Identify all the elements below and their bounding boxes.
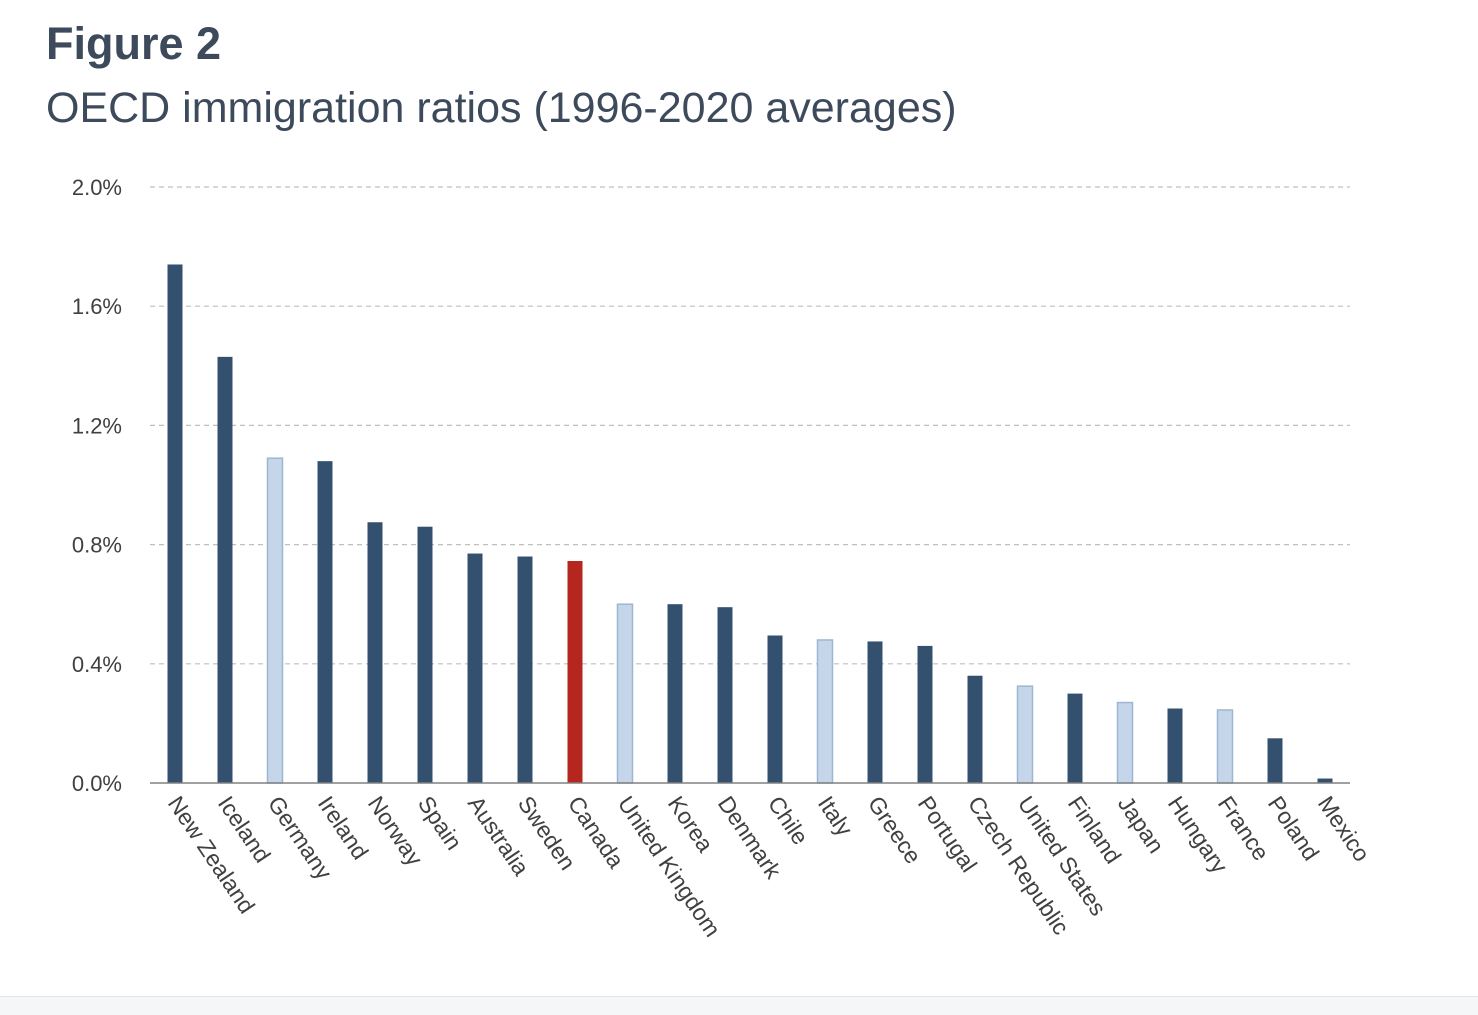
bar [167,264,183,784]
x-axis-ticks: New ZealandIcelandGermanyIrelandNorwaySp… [163,791,1375,941]
footer-strip [0,996,1478,1015]
bar [767,635,783,783]
bar [417,526,433,783]
bar [867,641,883,783]
figure-label: Figure 2 [46,18,222,69]
bar [1216,709,1234,784]
bar [1167,708,1183,783]
x-tick-label: Chile [763,791,814,849]
x-tick-label: Italy [813,791,858,841]
y-tick-label: 0.8% [72,533,122,558]
bar [1067,693,1083,783]
bar [1317,778,1333,783]
bar [967,675,983,783]
y-tick-label: 1.6% [72,294,122,319]
bars [167,264,1333,784]
bar [266,457,284,784]
y-tick-label: 1.2% [72,413,122,438]
gridlines [150,186,1350,665]
bar [667,604,683,783]
y-tick-label: 2.0% [72,175,122,200]
bar [616,603,634,784]
bar [717,607,733,783]
bar [467,553,483,783]
bar [217,356,233,783]
bar [567,560,583,783]
bar [317,461,333,783]
bar [1116,701,1134,784]
y-tick-label: 0.0% [72,771,122,796]
bar [517,556,533,783]
bar [816,639,834,784]
bar [1267,738,1283,783]
bar [917,645,933,783]
x-tick-label: Poland [1263,791,1325,865]
figure-title: OECD immigration ratios (1996-2020 avera… [46,84,957,132]
bar [367,522,383,783]
y-axis-ticks: 0.0% 0.4% 0.8% 1.2% 1.6% 2.0% [72,175,122,796]
y-tick-label: 0.4% [72,652,122,677]
bar [1016,685,1034,784]
x-tick-label: Mexico [1313,791,1375,866]
